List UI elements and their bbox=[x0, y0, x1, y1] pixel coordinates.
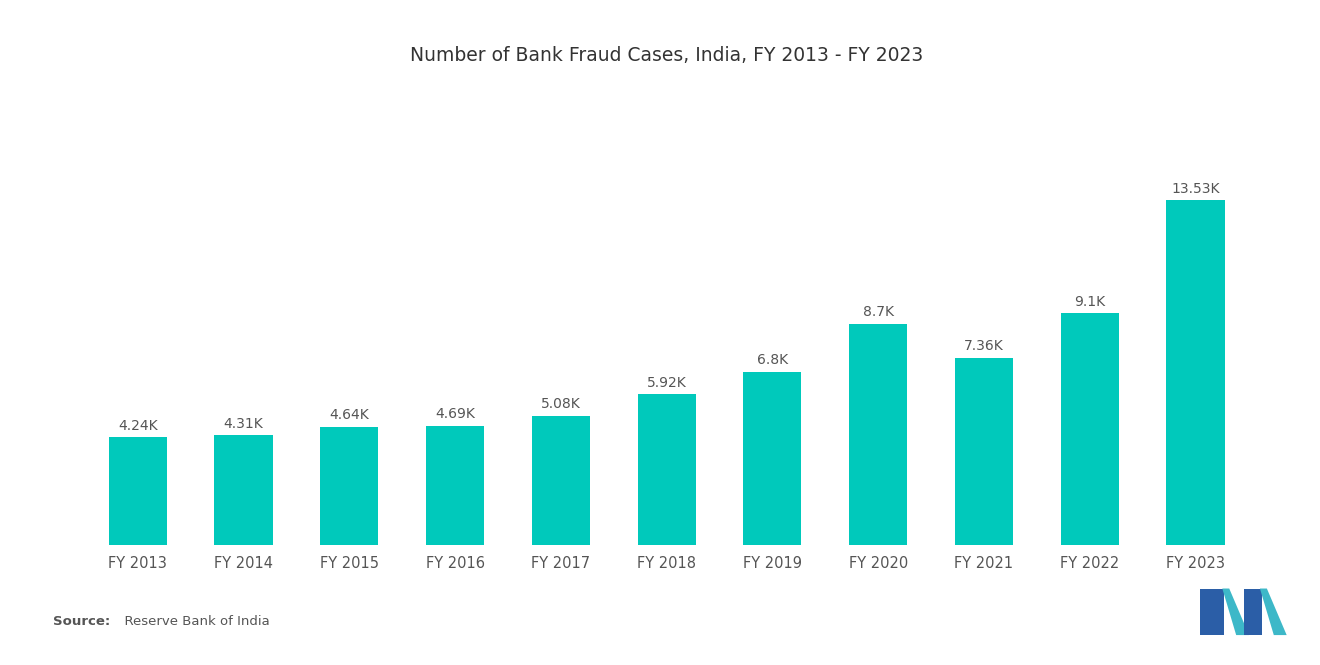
Text: 7.36K: 7.36K bbox=[964, 339, 1003, 353]
Text: 4.31K: 4.31K bbox=[223, 417, 264, 431]
Text: 9.1K: 9.1K bbox=[1074, 295, 1105, 309]
Polygon shape bbox=[1259, 589, 1287, 635]
Text: 8.7K: 8.7K bbox=[863, 305, 894, 319]
Bar bbox=[1061, 313, 1119, 545]
Bar bbox=[108, 437, 166, 545]
Bar bbox=[532, 416, 590, 545]
Text: 4.24K: 4.24K bbox=[117, 419, 157, 433]
Polygon shape bbox=[1243, 589, 1262, 635]
Title: Number of Bank Fraud Cases, India, FY 2013 - FY 2023: Number of Bank Fraud Cases, India, FY 20… bbox=[411, 47, 923, 65]
Bar bbox=[954, 358, 1012, 545]
Text: 5.08K: 5.08K bbox=[541, 397, 581, 411]
Bar bbox=[743, 372, 801, 545]
Bar bbox=[321, 427, 379, 545]
Text: 6.8K: 6.8K bbox=[756, 353, 788, 367]
Polygon shape bbox=[1222, 589, 1249, 635]
Bar bbox=[426, 426, 484, 545]
Bar bbox=[1167, 200, 1225, 545]
Text: 13.53K: 13.53K bbox=[1171, 182, 1220, 196]
Text: 4.69K: 4.69K bbox=[436, 407, 475, 421]
Text: 5.92K: 5.92K bbox=[647, 376, 686, 390]
Text: 4.64K: 4.64K bbox=[330, 408, 370, 422]
Text: Source:: Source: bbox=[53, 615, 110, 628]
Bar bbox=[849, 324, 907, 545]
Polygon shape bbox=[1200, 589, 1225, 635]
Bar bbox=[638, 394, 696, 545]
Text: Reserve Bank of India: Reserve Bank of India bbox=[116, 615, 269, 628]
Bar bbox=[214, 436, 272, 545]
